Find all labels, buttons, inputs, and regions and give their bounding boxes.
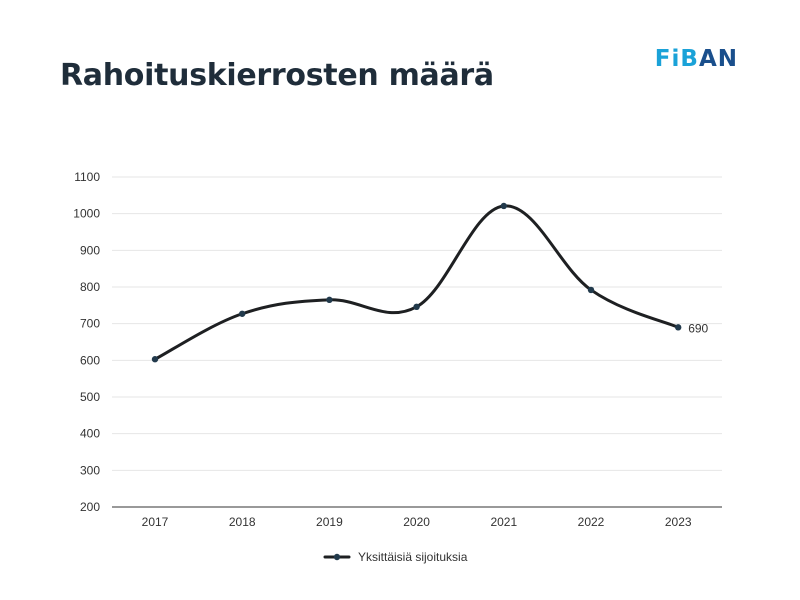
- series-line: [153, 204, 680, 361]
- x-axis: 2017 2018 2019 2020 2021 2022 2023: [112, 506, 722, 529]
- series-group: [151, 202, 682, 363]
- x-tick-label-2022: 2022: [578, 515, 605, 529]
- x-tick-label-2019: 2019: [316, 515, 343, 529]
- legend-point-symbol: [333, 553, 341, 561]
- y-tick-label-700: 700: [80, 317, 100, 331]
- data-label-2023: 690: [688, 321, 708, 335]
- y-tick-label-800: 800: [80, 280, 100, 294]
- y-tick-label-400: 400: [80, 427, 100, 441]
- y-tick-label-300: 300: [80, 463, 100, 477]
- legend-label: Yksittäisiä sijoituksia: [358, 550, 468, 564]
- data-point-2021: [500, 202, 507, 210]
- data-point-2017: [151, 356, 159, 363]
- y-axis: 200 300 400 500 600 700 800 900 1000 1100: [73, 170, 100, 514]
- data-point-2023: [675, 324, 682, 331]
- fiban-logo: FiBAN: [655, 46, 738, 72]
- x-tick-label-2020: 2020: [403, 515, 430, 529]
- y-tick-label-500: 500: [80, 390, 100, 404]
- data-point-2018: [239, 310, 246, 317]
- gridlines: [112, 176, 722, 471]
- chart-title: Rahoituskierrosten määrä: [60, 58, 494, 93]
- y-tick-label-600: 600: [80, 353, 100, 367]
- data-point-2022: [587, 286, 595, 294]
- legend: Yksittäisiä sijoituksia: [323, 550, 468, 564]
- y-tick-label-1000: 1000: [73, 207, 100, 221]
- y-tick-label-1100: 1100: [74, 170, 100, 184]
- x-tick-label-2017: 2017: [142, 515, 169, 529]
- x-tick-label-2023: 2023: [665, 515, 692, 529]
- data-point-2019: [326, 296, 333, 304]
- x-tick-label-2021: 2021: [490, 515, 517, 529]
- data-labels: 690: [688, 321, 708, 335]
- logo-text-part-1: FiB: [654, 46, 699, 72]
- logo-text-part-2: AN: [698, 46, 738, 72]
- x-tick-label-2018: 2018: [229, 515, 256, 529]
- y-tick-label-900: 900: [80, 243, 100, 257]
- data-point-2020: [413, 303, 420, 310]
- y-tick-label-200: 200: [80, 500, 100, 514]
